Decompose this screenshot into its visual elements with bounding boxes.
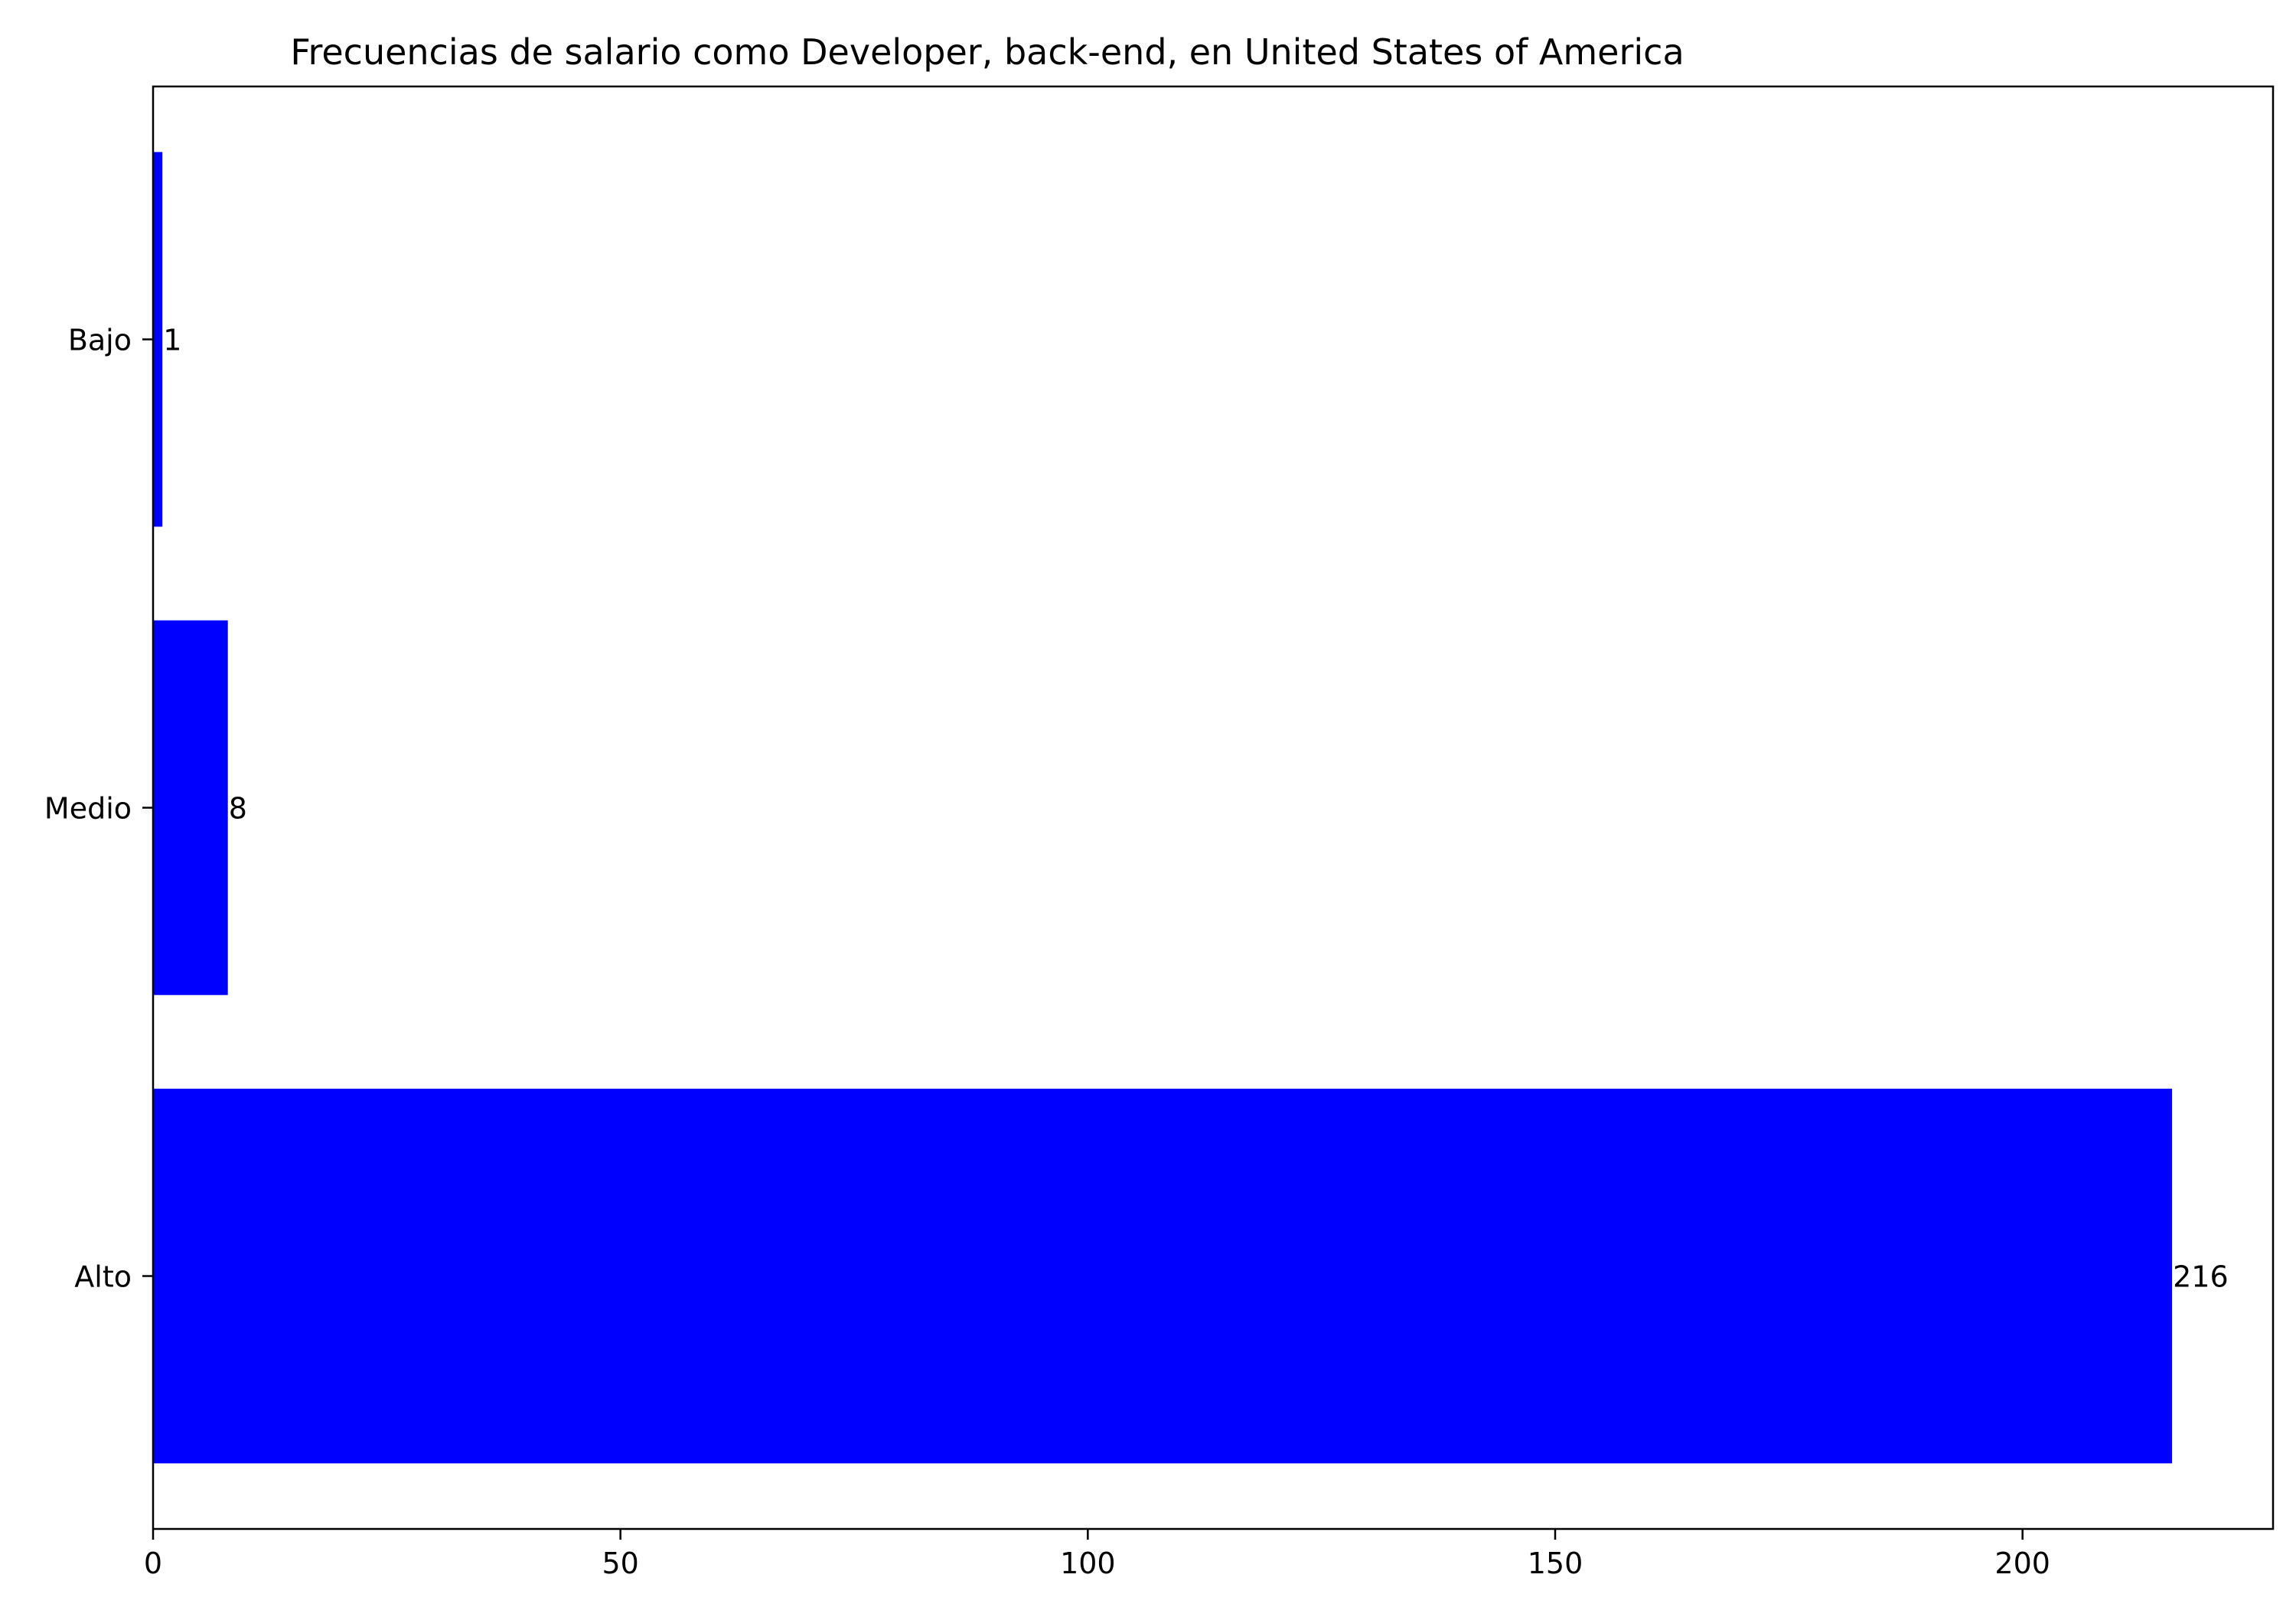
- bars-layer: [153, 152, 2173, 1464]
- plot-area-frame: [152, 85, 2275, 1530]
- x-tick-label: 50: [602, 1547, 638, 1580]
- bar-medio: [153, 620, 228, 996]
- chart-title: Frecuencias de salario como Developer, b…: [290, 31, 1684, 73]
- y-tick-label: Alto: [74, 1260, 132, 1294]
- x-tick-label: 150: [1528, 1547, 1583, 1580]
- y-tick-label: Bajo: [68, 323, 132, 357]
- x-tick-label: 100: [1060, 1547, 1116, 1580]
- data-label: 8: [229, 792, 247, 826]
- labels-layer: Alto 216 Medio 8 Bajo 1 0 50 100 150 200: [44, 323, 2229, 1580]
- y-tick-label: Medio: [44, 792, 132, 826]
- bar-bajo: [153, 152, 163, 527]
- ticks-layer: [142, 338, 2024, 1540]
- data-label: 1: [163, 323, 181, 357]
- data-label: 216: [2173, 1260, 2229, 1294]
- bar-alto: [153, 1088, 2173, 1464]
- x-tick-label: 200: [1994, 1547, 2050, 1580]
- x-tick-label: 0: [144, 1547, 162, 1580]
